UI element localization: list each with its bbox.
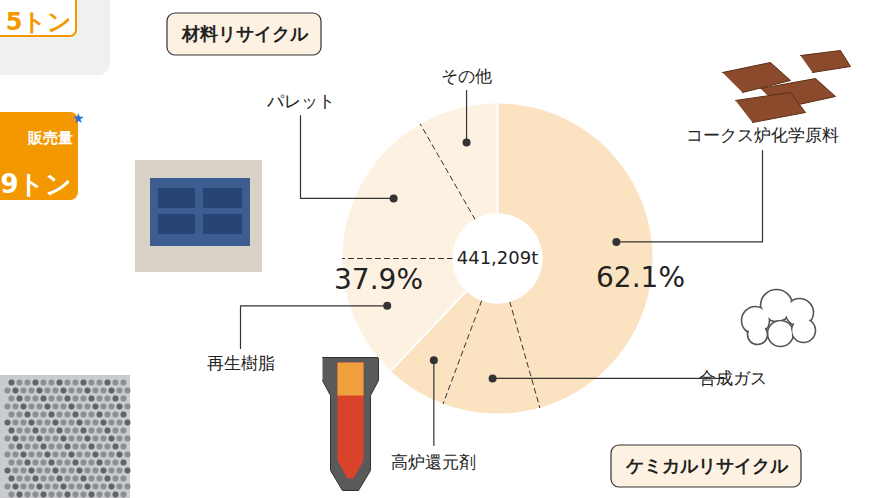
svg-text:5トン: 5トン <box>6 8 73 36</box>
svg-text:販売量: 販売量 <box>27 129 73 147</box>
svg-text:9トン: 9トン <box>0 169 72 199</box>
svg-text:高炉還元剤6.4: 高炉還元剤6.4 <box>391 452 476 472</box>
svg-text:ケミカルリサイクル: ケミカルリサイクル <box>625 455 789 476</box>
svg-text:コークス炉化学原料45.6: コークス炉化学原料45.6 <box>686 125 839 145</box>
svg-text:62.1%62.1: 62.1%62.1 <box>596 261 685 294</box>
svg-text:441,209t441209: 441,209t441209 <box>457 247 539 268</box>
svg-text:その他8.3: その他8.3 <box>441 66 492 86</box>
svg-text:合成ガス10.1: 合成ガス10.1 <box>699 368 767 388</box>
svg-text:材料リサイクル: 材料リサイクル <box>181 23 309 44</box>
svg-text:37.9%37.9: 37.9%37.9 <box>334 263 423 296</box>
svg-text:再生樹脂12.9: 再生樹脂12.9 <box>207 353 275 373</box>
svg-text:パレット16.7: パレット16.7 <box>266 91 335 111</box>
svg-text:★: ★ <box>72 110 85 126</box>
